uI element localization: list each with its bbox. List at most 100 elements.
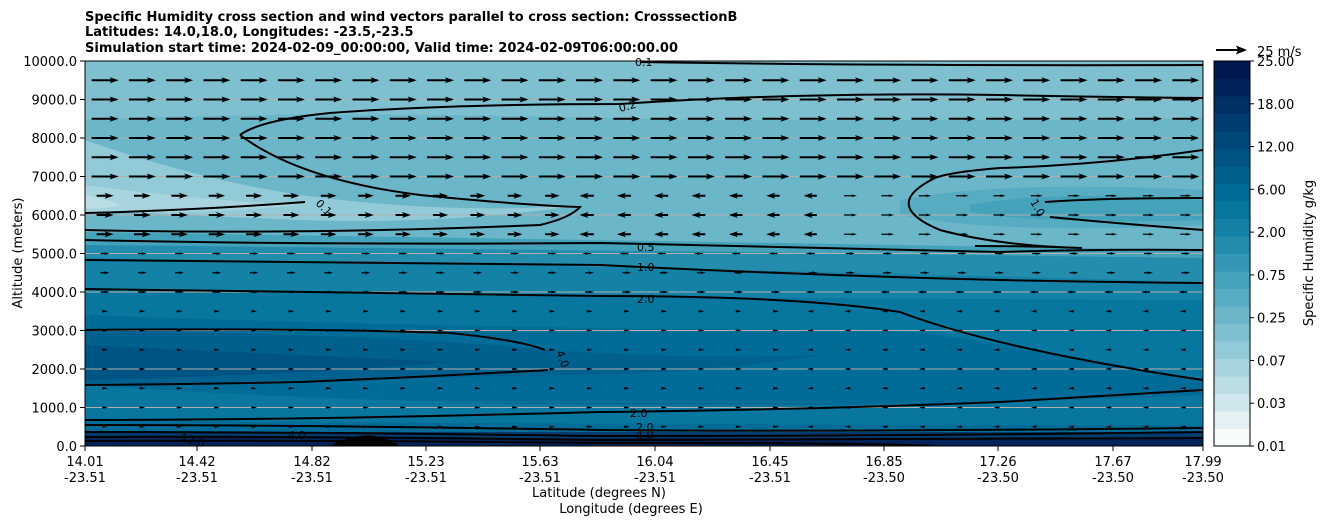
- colorbar-tick-label: 12.00: [1257, 141, 1294, 156]
- wind-arrow-icon: [843, 213, 857, 217]
- wind-arrow-icon: [919, 348, 925, 352]
- wind-arrow-icon: [911, 154, 939, 161]
- wind-arrow-icon: [473, 271, 483, 275]
- wind-arrow-icon: [881, 232, 895, 236]
- wind-arrow-icon: [389, 173, 417, 180]
- wind-arrow-icon: [512, 406, 519, 409]
- wind-arrow-icon: [836, 77, 864, 84]
- wind-arrow-icon: [803, 231, 817, 238]
- wind-arrow-icon: [881, 406, 888, 409]
- wind-arrow-icon: [325, 367, 332, 371]
- colorbar-tick-label: 0.07: [1257, 354, 1286, 369]
- wind-arrow-icon: [728, 212, 743, 218]
- wind-arrow-icon: [1068, 194, 1080, 198]
- wind-arrow-icon: [1030, 406, 1037, 409]
- wind-arrow-icon: [361, 252, 371, 255]
- wind-arrow-icon: [993, 194, 1006, 198]
- wind-arrow-icon: [212, 252, 222, 255]
- wind-arrow-icon: [437, 309, 444, 313]
- wind-arrow-icon: [512, 329, 519, 332]
- x-tick-label-longitude: -23.50: [977, 471, 1019, 486]
- wind-arrow-icon: [805, 252, 815, 255]
- wind-arrow-icon: [586, 406, 593, 409]
- wind-arrow-icon: [470, 192, 486, 199]
- wind-arrow-icon: [735, 329, 742, 332]
- wind-arrow-icon: [128, 135, 156, 141]
- wind-arrow-icon: [799, 135, 827, 141]
- wind-arrow-icon: [650, 96, 678, 103]
- wind-arrow-icon: [538, 154, 566, 161]
- wind-arrow-icon: [986, 154, 1014, 161]
- wind-arrow-icon: [772, 406, 779, 409]
- wind-arrow-icon: [1023, 115, 1051, 122]
- wind-arrow-icon: [948, 173, 976, 180]
- wind-arrow-icon: [911, 115, 939, 122]
- wind-arrow-icon: [288, 309, 295, 313]
- wind-arrow-icon: [473, 290, 483, 294]
- wind-arrow-icon: [616, 231, 631, 238]
- colorbar-tick-label: 2.00: [1257, 226, 1286, 241]
- wind-arrow-icon: [171, 192, 188, 199]
- wind-arrow-icon: [956, 386, 963, 390]
- wind-arrow-icon: [427, 115, 455, 122]
- wind-arrow-icon: [176, 386, 183, 390]
- wind-arrow-icon: [361, 290, 371, 294]
- wind-arrow-icon: [1068, 309, 1075, 313]
- chart-title-line-1: Specific Humidity cross section and wind…: [85, 10, 737, 25]
- wind-arrow-icon: [240, 173, 268, 180]
- colorbar-swatch: [1214, 131, 1250, 149]
- x-tick-label-latitude: 17.67: [1094, 455, 1131, 470]
- wind-arrow-icon: [1180, 194, 1192, 198]
- wind-arrow-icon: [139, 386, 146, 390]
- y-tick-label: 4000.0: [32, 286, 78, 301]
- wind-arrow-icon: [918, 213, 932, 217]
- wind-arrow-icon: [1135, 77, 1163, 84]
- wind-arrow-icon: [325, 386, 332, 390]
- wind-arrow-icon: [510, 252, 520, 255]
- wind-arrow-icon: [432, 231, 449, 238]
- wind-arrow-icon: [843, 194, 857, 198]
- wind-arrow-icon: [464, 115, 492, 122]
- wind-arrow-icon: [762, 154, 790, 161]
- colorbar-swatch: [1214, 376, 1250, 394]
- wind-arrow-icon: [874, 173, 902, 180]
- wind-arrow-icon: [836, 115, 864, 122]
- wind-arrow-icon: [213, 329, 220, 332]
- wind-arrow-icon: [874, 77, 902, 84]
- contour-label: 1.0: [637, 261, 655, 274]
- wind-arrow-icon: [176, 406, 183, 409]
- wind-arrow-icon: [731, 252, 741, 255]
- wind-arrow-icon: [400, 406, 407, 409]
- wind-arrow-icon: [427, 96, 455, 103]
- wind-arrow-icon: [1105, 194, 1118, 198]
- wind-arrow-icon: [203, 135, 231, 141]
- wind-arrow-icon: [948, 115, 976, 122]
- wind-arrow-icon: [881, 386, 888, 390]
- wind-arrow-icon: [1032, 271, 1042, 275]
- contour-label: 2.0: [636, 421, 654, 434]
- wind-arrow-icon: [102, 406, 109, 409]
- wind-arrow-icon: [251, 348, 258, 352]
- wind-arrow-icon: [474, 309, 481, 313]
- y-tick-label: 8000.0: [32, 132, 78, 147]
- wind-arrow-icon: [1029, 290, 1039, 294]
- wind-arrow-icon: [659, 290, 669, 294]
- wind-arrow-icon: [213, 386, 220, 390]
- wind-arrow-icon: [358, 212, 374, 218]
- wind-arrow-icon: [474, 406, 481, 409]
- y-tick-label: 7000.0: [32, 171, 78, 186]
- chart-title-line-3: Simulation start time: 2024-02-09_00:00:…: [85, 41, 678, 56]
- wind-arrow-icon: [549, 329, 556, 332]
- x-tick-label-latitude: 16.45: [751, 455, 788, 470]
- wind-arrow-icon: [1179, 386, 1186, 390]
- wind-arrow-icon: [948, 135, 976, 141]
- wind-arrow-icon: [251, 406, 258, 409]
- wind-arrow-icon: [166, 154, 194, 161]
- wind-arrow-icon: [772, 348, 779, 352]
- wind-arrow-icon: [1178, 290, 1188, 294]
- wind-arrow-icon: [586, 386, 593, 390]
- wind-arrow-icon: [911, 173, 939, 180]
- wind-arrow-icon: [613, 115, 641, 122]
- wind-arrow-icon: [956, 213, 969, 217]
- wind-arrow-icon: [512, 425, 519, 429]
